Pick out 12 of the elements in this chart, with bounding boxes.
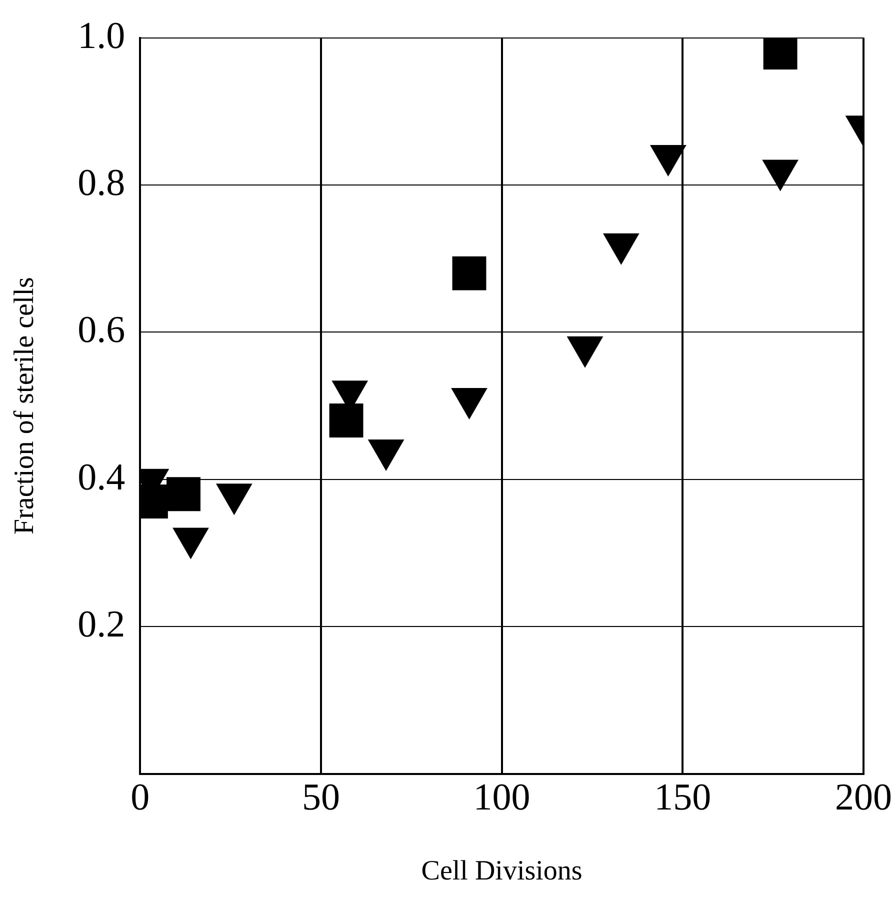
y-tick-label: 0.6 — [78, 309, 126, 352]
x-tick-label: 0 — [130, 776, 150, 819]
y-tick-label: 1.0 — [78, 14, 126, 57]
y-axis-title: Fraction of sterile cells — [9, 277, 40, 534]
y-tick-label: 0.8 — [78, 162, 126, 204]
x-tick-label: 100 — [473, 776, 530, 819]
x-tick-label: 50 — [302, 776, 340, 819]
y-tick-label: 0.4 — [78, 456, 126, 498]
x-tick-label: 200 — [835, 776, 892, 819]
y-tick-label: 0.2 — [78, 604, 126, 646]
x-tick-label: 150 — [654, 776, 712, 819]
x-axis-title: Cell Divisions — [421, 856, 582, 887]
